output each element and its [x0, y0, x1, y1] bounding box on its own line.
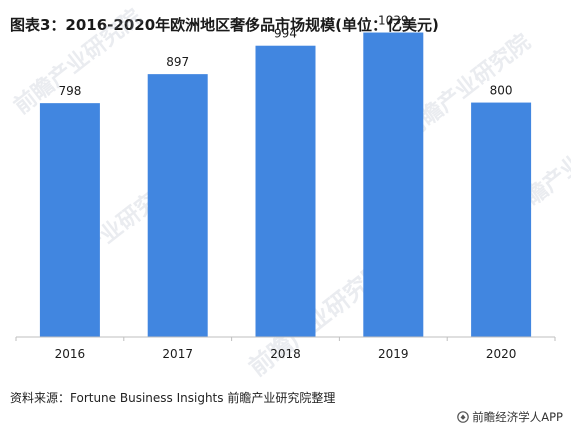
data-label-2016: 798 — [58, 84, 81, 98]
data-label-2019: 1039 — [378, 14, 409, 28]
app-name: 前瞻经济学人APP — [472, 410, 563, 424]
qianzhan-logo-icon — [457, 411, 470, 423]
x-tick-label-2018: 2018 — [270, 347, 301, 361]
bars-group — [39, 32, 532, 337]
app-brand: 前瞻经济学人APP — [457, 409, 563, 425]
x-axis-ticks — [15, 337, 556, 341]
bar-2018 — [255, 45, 316, 337]
x-tick-labels-group: 2016 2017 2018 2019 2020 — [55, 347, 517, 361]
x-tick-label-2020: 2020 — [486, 347, 517, 361]
data-label-2020: 800 — [490, 84, 513, 98]
bar-2019 — [363, 32, 424, 337]
bar-2016 — [39, 103, 100, 337]
data-label-2017: 897 — [166, 55, 189, 69]
data-label-2018: 994 — [274, 27, 297, 41]
bar-2017 — [147, 74, 208, 337]
chart-title: 图表3：2016-2020年欧洲地区奢侈品市场规模(单位：亿美元) — [10, 16, 439, 34]
value-labels-group: 798 897 994 1039 800 — [58, 14, 512, 99]
source-note: 资料来源：Fortune Business Insights 前瞻产业研究院整理 — [10, 391, 336, 405]
x-tick-label-2016: 2016 — [55, 347, 86, 361]
x-tick-label-2019: 2019 — [378, 347, 409, 361]
x-tick-label-2017: 2017 — [162, 347, 193, 361]
bar-2020 — [471, 102, 532, 337]
bar-chart: 798 897 994 1039 800 2016 2017 2018 2019 2020 — [15, 14, 556, 361]
